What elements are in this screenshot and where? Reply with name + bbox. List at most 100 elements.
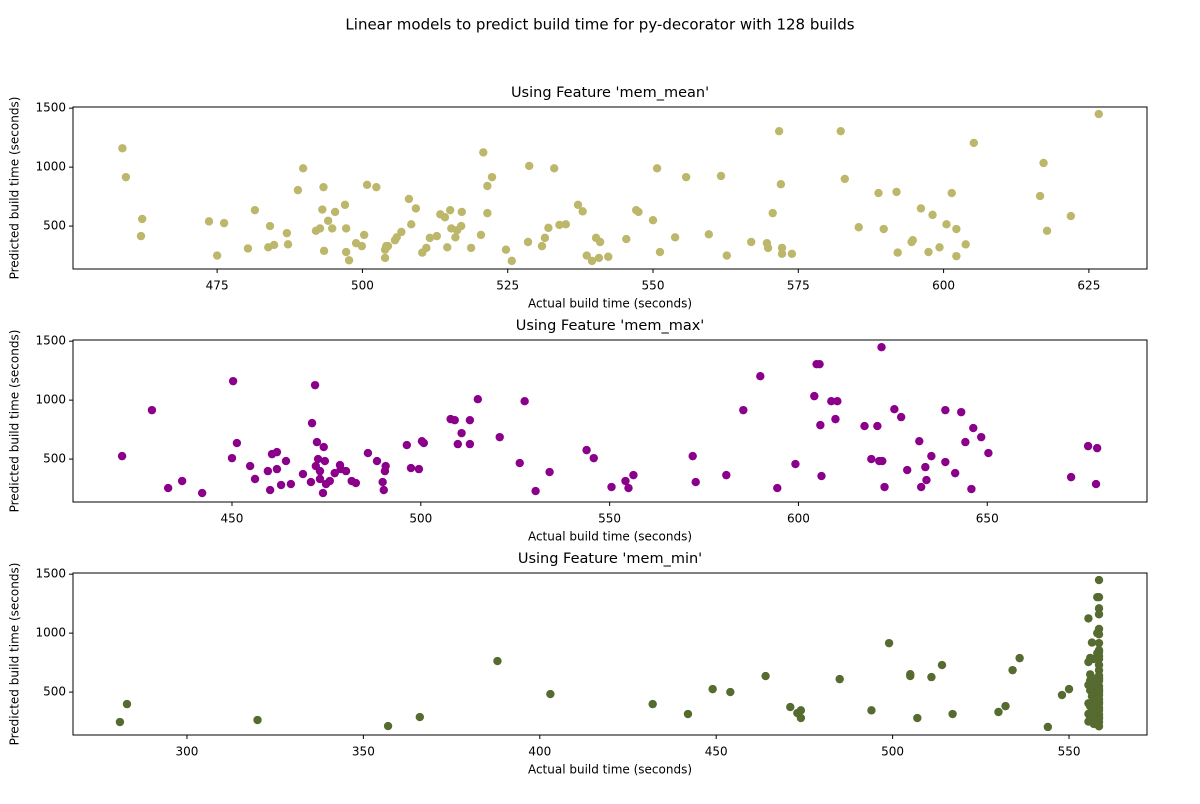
point [604,252,613,261]
point [1008,665,1017,675]
x-tick-label: 550 [598,512,621,526]
point [836,126,845,136]
x-tick-label: 550 [1058,745,1081,759]
point [921,462,930,472]
point [867,706,876,715]
point [582,445,591,455]
point [320,456,330,466]
point [879,224,888,234]
point [833,396,842,406]
point [425,233,435,243]
x-tick-label: 350 [352,745,375,759]
point [407,220,416,229]
point [688,451,697,461]
point [315,474,325,484]
point [977,432,986,442]
point [1094,109,1103,119]
point [683,709,693,719]
point [253,715,262,725]
point [473,394,483,404]
point [325,476,334,486]
point [1042,226,1052,235]
point [1092,443,1102,453]
point [1094,610,1104,619]
point [544,223,553,233]
point [383,721,393,731]
point [607,482,616,492]
axes-frame [72,106,1148,270]
x-tick-label: 300 [176,745,199,759]
point [621,476,630,486]
point [704,230,713,239]
point [1087,638,1097,647]
point [344,256,354,265]
point [860,421,869,431]
point [307,418,317,428]
point [272,447,282,457]
point [245,461,255,471]
point [525,161,534,171]
point [269,240,279,250]
point [219,218,229,228]
point [1093,592,1102,602]
point [381,461,390,471]
point [726,687,735,697]
point [948,709,957,719]
point [197,488,207,498]
point [787,249,797,258]
point [465,415,475,425]
point [791,459,800,469]
point [443,243,452,252]
point [947,188,956,198]
point [984,448,993,458]
x-tick-label: 500 [881,745,904,759]
point [1084,614,1093,623]
point [622,234,631,244]
point [1001,701,1010,711]
point [634,207,643,217]
point [341,466,351,476]
point [941,405,950,415]
point [406,463,416,473]
x-tick-label: 600 [787,512,810,526]
point [363,448,373,458]
point [578,207,587,216]
point [243,244,253,253]
point [313,454,323,464]
axes-frame [72,339,1148,503]
point [1057,690,1067,700]
point [487,172,497,182]
point [942,220,951,229]
point [422,243,431,253]
point [465,439,475,449]
point [722,470,731,480]
point [281,456,291,466]
point [362,180,372,190]
x-tick-label: 575 [787,279,810,293]
point [916,482,926,492]
point [961,240,970,249]
point [916,204,926,213]
point [810,391,819,401]
point [1066,472,1076,482]
point [1094,575,1104,585]
point [906,669,915,679]
point [359,230,369,240]
point [147,405,157,415]
point [117,451,127,461]
point [523,237,533,247]
point [691,477,700,487]
point [378,477,387,487]
point [340,200,350,210]
point [457,207,467,217]
point [380,253,390,263]
point [589,453,598,463]
x-tick-label: 500 [351,279,374,293]
point [286,479,296,489]
point [232,438,242,448]
point [796,713,806,723]
point [318,488,328,498]
point [655,247,665,257]
point [328,224,337,233]
x-tick-label: 400 [528,745,551,759]
